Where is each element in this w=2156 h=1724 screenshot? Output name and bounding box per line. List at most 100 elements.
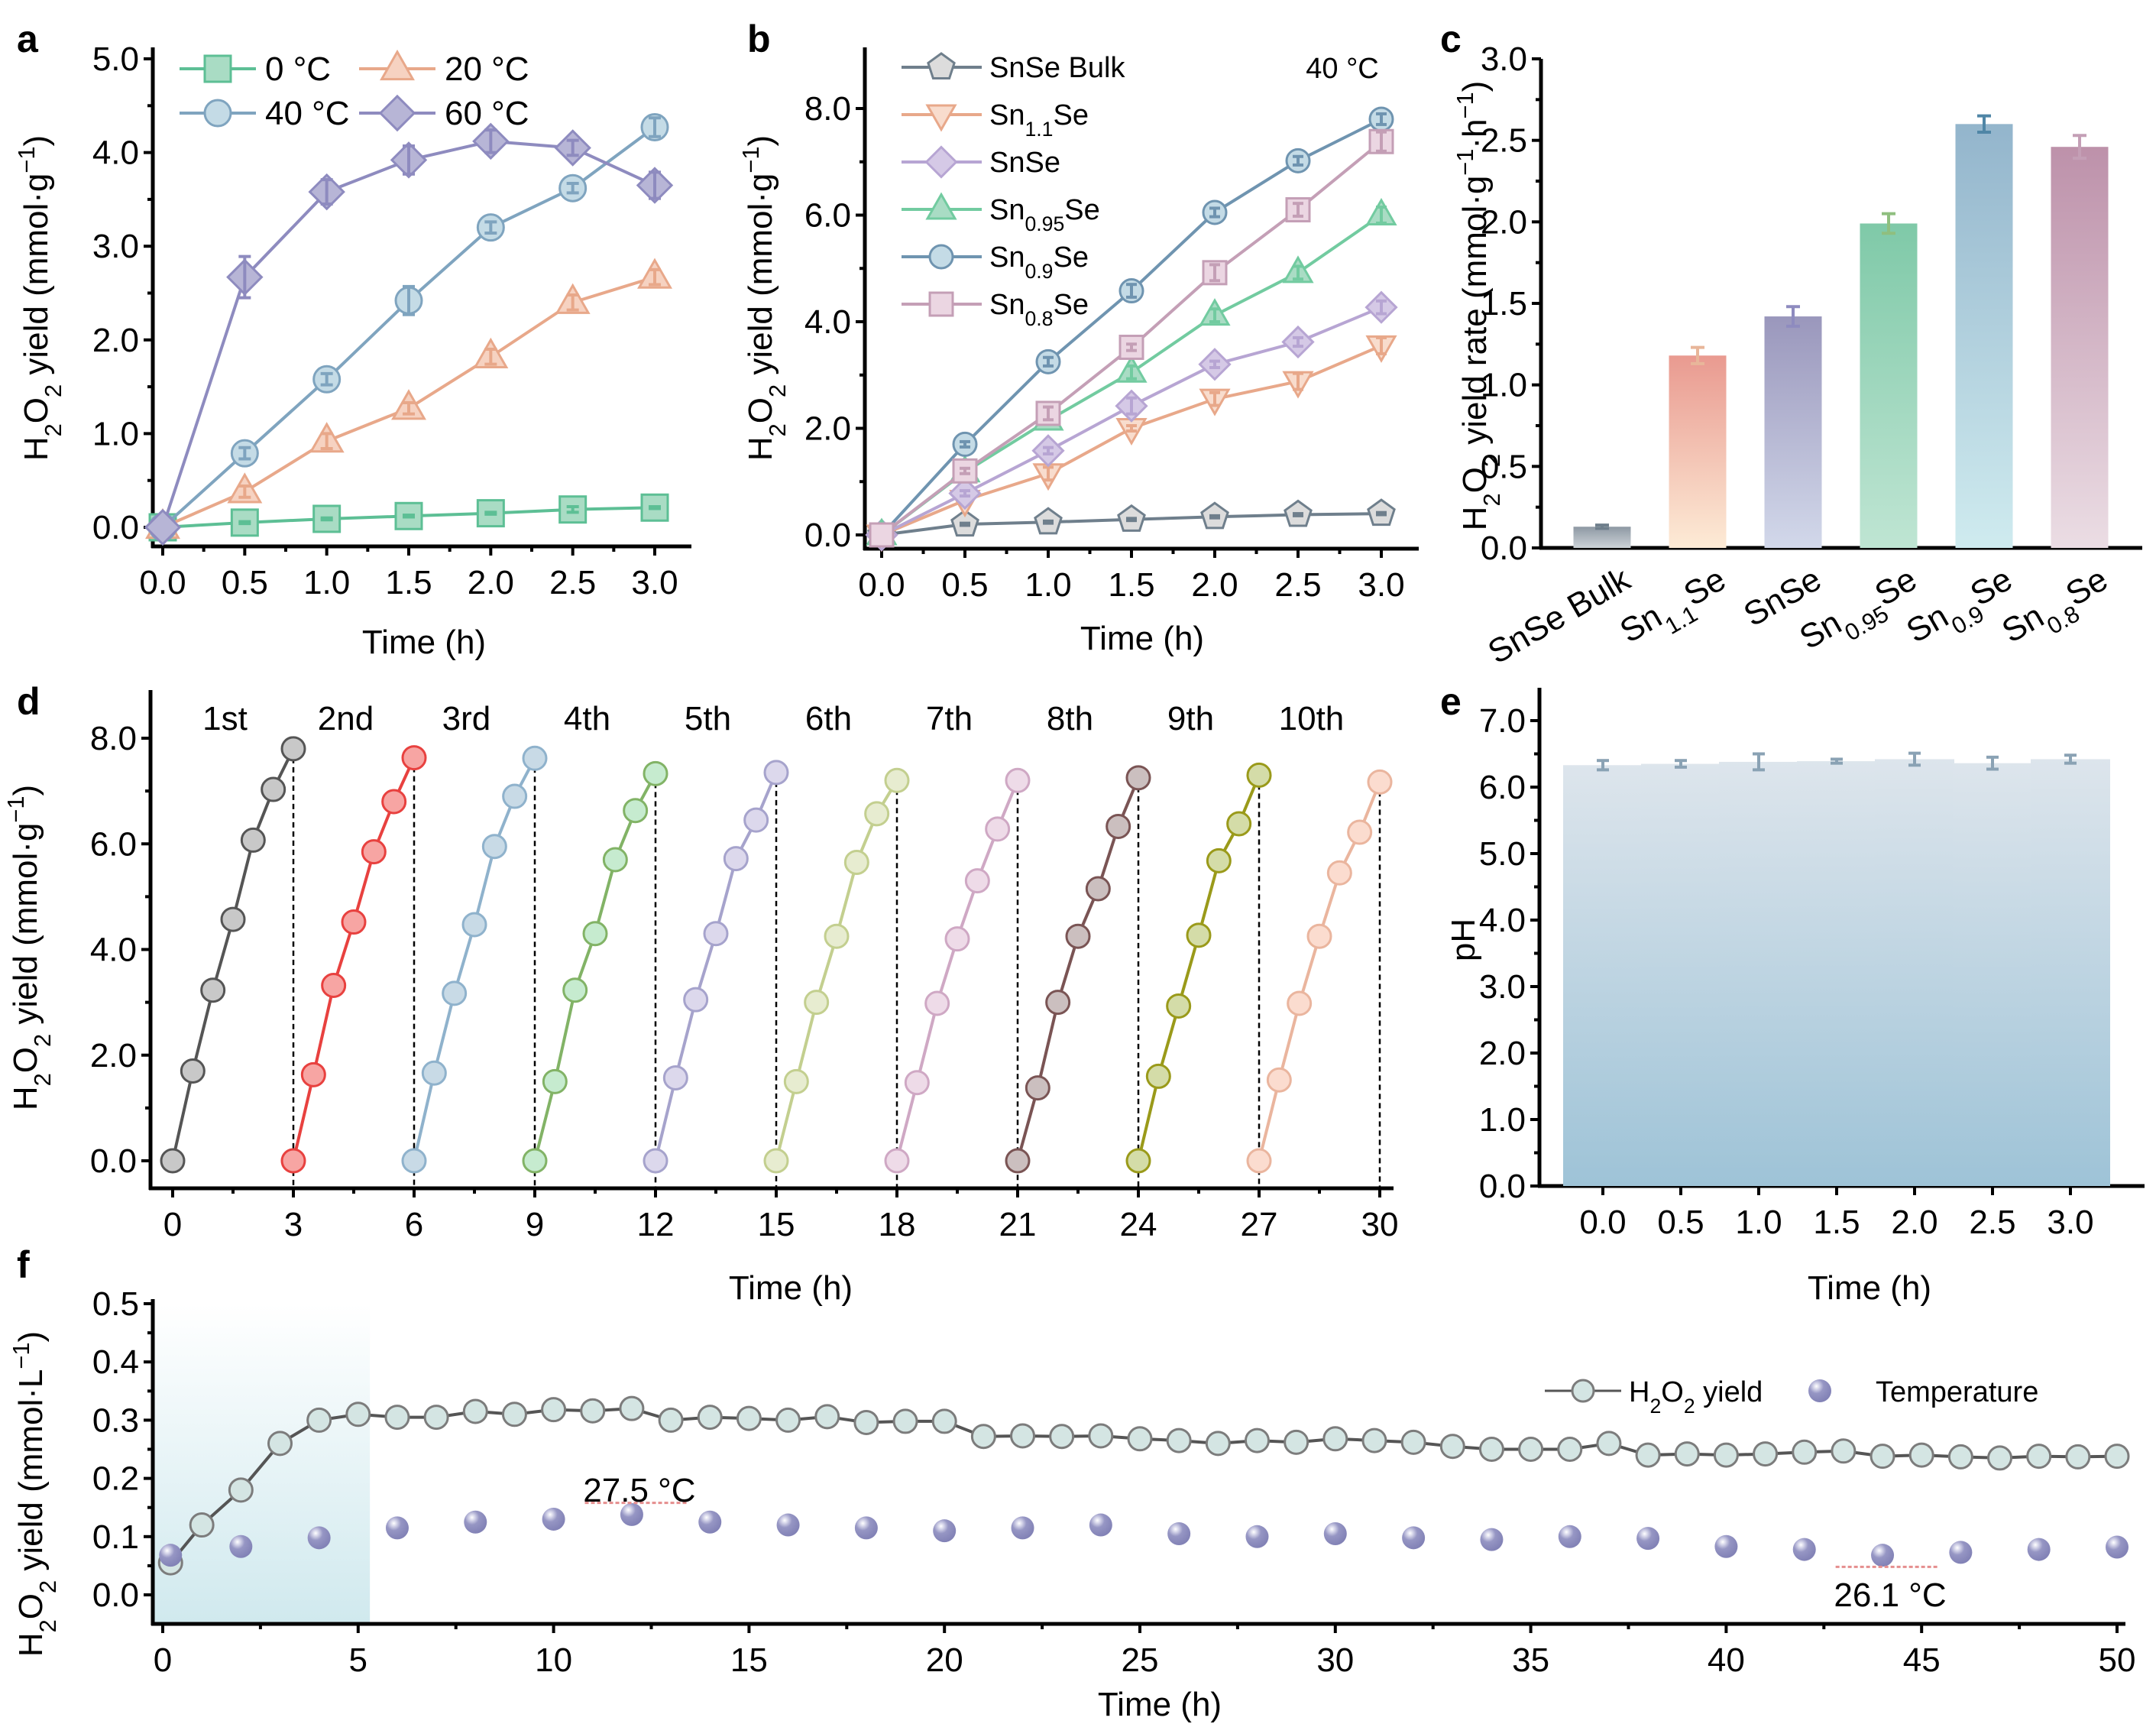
data-point bbox=[501, 1402, 527, 1427]
data-point bbox=[924, 990, 950, 1016]
legend-label-part: SnSe bbox=[989, 147, 1060, 179]
error-bar bbox=[484, 220, 497, 235]
error-bar bbox=[566, 505, 579, 514]
data-point bbox=[2104, 1444, 2130, 1470]
data-point bbox=[464, 1510, 487, 1534]
x-axis-title: Time (h) bbox=[1080, 620, 1204, 657]
data-point bbox=[970, 1424, 996, 1450]
legend-marker bbox=[203, 54, 232, 83]
data-point bbox=[1713, 1442, 1739, 1468]
data-point bbox=[240, 827, 266, 853]
legend-label: Temperature bbox=[1876, 1376, 2038, 1408]
data-point bbox=[602, 847, 628, 873]
y-tick-label: 0.3 bbox=[92, 1402, 139, 1439]
series-3 bbox=[144, 122, 674, 546]
cycle-9th: 9th bbox=[1125, 700, 1272, 1174]
data-point bbox=[763, 760, 789, 786]
y-axis-title-part: H bbox=[12, 1632, 50, 1657]
error-bar bbox=[1293, 202, 1303, 218]
x-tick-label: 15 bbox=[758, 1206, 795, 1243]
x-axis-title: Time (h) bbox=[1098, 1686, 1222, 1723]
x-tick-label: 0.5 bbox=[222, 564, 268, 601]
y-tick-label: 2.0 bbox=[92, 322, 139, 359]
data-point bbox=[1323, 1521, 1347, 1545]
error-bar bbox=[1043, 446, 1054, 455]
cycle-label: 5th bbox=[685, 700, 731, 737]
error-bar bbox=[1376, 130, 1387, 153]
x-tick-label-part: Sn bbox=[1614, 598, 1668, 650]
y-tick-label: 4.0 bbox=[90, 932, 137, 969]
y-axis-title-part: 2 bbox=[29, 1034, 56, 1047]
y-tick-label: 6.0 bbox=[804, 197, 851, 235]
error-bar bbox=[1293, 264, 1303, 281]
cycle-6th: 6th bbox=[763, 700, 910, 1174]
data-point bbox=[1005, 767, 1031, 793]
data-point bbox=[1831, 1438, 1857, 1464]
x-tick-label: 2.0 bbox=[1191, 566, 1238, 604]
error-bar bbox=[1597, 759, 1609, 772]
legend-label-part: Se bbox=[1064, 194, 1099, 226]
data-point bbox=[385, 1516, 409, 1540]
bar bbox=[1764, 316, 1822, 548]
cycle-label: 10th bbox=[1279, 700, 1345, 737]
error-bar bbox=[960, 489, 970, 498]
y-tick-label: 0.0 bbox=[90, 1142, 137, 1180]
legend-label: SnSe Bulk bbox=[989, 52, 1125, 84]
error-bar bbox=[403, 144, 415, 176]
data-point bbox=[1287, 990, 1313, 1016]
x-tick-label: 1.0 bbox=[1735, 1204, 1782, 1241]
y-axis-title: H2O2 yield rate (mmol·g−1·h−1) bbox=[1452, 81, 1505, 531]
data-point bbox=[763, 1148, 789, 1174]
legend: 0 °C 20 °C 40 °C 60 °C bbox=[180, 49, 529, 132]
cycle-4th: 4th bbox=[522, 700, 668, 1174]
data-point bbox=[180, 1058, 206, 1084]
error-bar bbox=[1908, 751, 1921, 767]
data-point bbox=[160, 1148, 186, 1174]
data-point bbox=[1065, 923, 1091, 949]
error-bar bbox=[649, 505, 661, 510]
legend-label: H2O2 yield bbox=[1629, 1376, 1763, 1418]
legend-label: 60 °C bbox=[445, 95, 529, 132]
data-point bbox=[1439, 1434, 1465, 1460]
data-point bbox=[220, 906, 246, 932]
error-bar bbox=[2073, 134, 2086, 160]
data-point bbox=[985, 816, 1011, 842]
annotation-label: 27.5 °C bbox=[583, 1472, 695, 1509]
cycle-10th: 10th bbox=[1246, 700, 1393, 1174]
y-axis-title-part: −1 bbox=[2, 796, 29, 822]
data-point bbox=[522, 745, 548, 771]
legend-label: 0 °C bbox=[265, 50, 331, 88]
data-point bbox=[1125, 765, 1151, 791]
data-point bbox=[1947, 1444, 1973, 1470]
data-point bbox=[189, 1512, 215, 1538]
legend-marker bbox=[925, 104, 957, 132]
data-point bbox=[1266, 1067, 1292, 1093]
x-tick-label: SnSe Bulk bbox=[1482, 560, 1637, 672]
bar bbox=[2051, 147, 2109, 548]
error-bar bbox=[1293, 154, 1303, 167]
error-bar bbox=[1986, 755, 1999, 771]
error-bar bbox=[960, 521, 970, 527]
data-point bbox=[159, 1544, 183, 1567]
y-axis-title-part: O bbox=[12, 1593, 50, 1619]
data-point bbox=[804, 990, 830, 1016]
x-tick-label: 2.5 bbox=[1274, 566, 1321, 604]
legend-marker bbox=[378, 94, 416, 132]
data-point bbox=[1226, 811, 1252, 837]
data-point bbox=[421, 1060, 447, 1086]
y-tick-label: 3.0 bbox=[1481, 41, 1527, 78]
data-point bbox=[1635, 1442, 1661, 1468]
legend: H2O2 yield Temperature bbox=[1545, 1376, 2038, 1418]
error-bar bbox=[484, 128, 497, 154]
error-bar bbox=[320, 371, 333, 387]
data-point bbox=[775, 1407, 801, 1433]
data-point bbox=[843, 849, 869, 875]
data-point bbox=[580, 1398, 606, 1424]
data-point bbox=[814, 1404, 840, 1430]
y-axis-title-part: ) bbox=[18, 135, 55, 147]
error-bar bbox=[960, 466, 970, 475]
data-point bbox=[300, 1061, 326, 1087]
y-axis-title-part: yield (mmol·g bbox=[18, 173, 55, 384]
data-point bbox=[401, 745, 427, 771]
